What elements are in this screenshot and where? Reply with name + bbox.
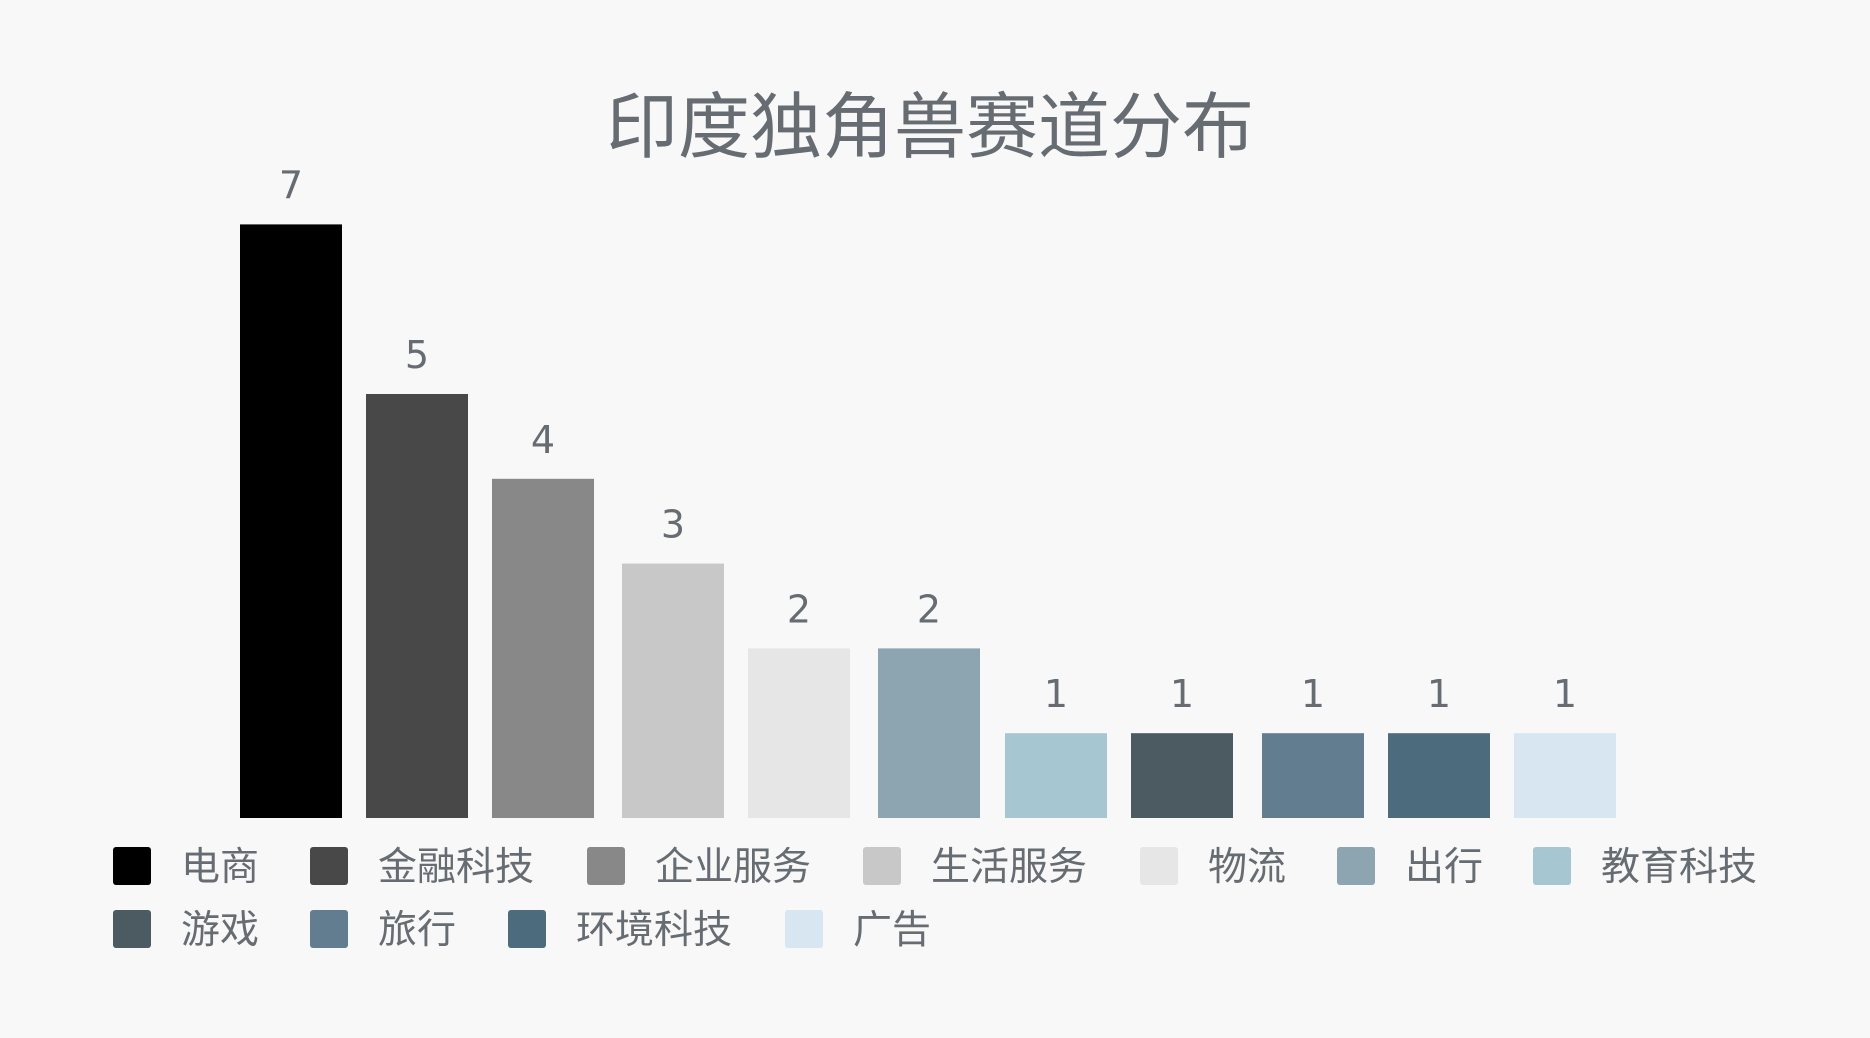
legend-swatch-6 [1337, 847, 1375, 885]
bar-2 [366, 394, 468, 818]
legend-swatch-10 [508, 910, 546, 948]
legend-item-4: 生活服务 [863, 845, 1087, 890]
bar-10 [1388, 733, 1490, 818]
chart-title: 印度独角兽赛道分布 [606, 85, 1254, 169]
legend-label-4: 生活服务 [931, 845, 1087, 890]
value-label-4: 3 [661, 503, 685, 547]
bar-3 [492, 478, 594, 818]
legend-label-11: 广告 [853, 908, 931, 953]
legend-label-1: 电商 [181, 845, 259, 890]
legend-item-9: 旅行 [310, 908, 456, 953]
legend-swatch-8 [113, 910, 151, 948]
legend-swatch-2 [310, 847, 348, 885]
bar-1 [240, 224, 342, 818]
legend-item-7: 教育科技 [1533, 845, 1757, 890]
value-label-8: 1 [1170, 672, 1194, 716]
value-label-9: 1 [1301, 672, 1325, 716]
bar-7 [1005, 733, 1107, 818]
legend-swatch-11 [785, 910, 823, 948]
legend-item-2: 金融科技 [310, 845, 534, 890]
bar-9 [1262, 733, 1364, 818]
legend-item-11: 广告 [785, 908, 931, 953]
legend-swatch-5 [1140, 847, 1178, 885]
value-label-5: 2 [787, 587, 811, 631]
bar-5 [748, 648, 850, 818]
legend-item-6: 出行 [1337, 845, 1483, 890]
legend-item-3: 企业服务 [587, 845, 811, 890]
legend-label-6: 出行 [1405, 845, 1483, 890]
value-label-10: 1 [1427, 672, 1451, 716]
legend-item-1: 电商 [113, 845, 259, 890]
value-label-1: 7 [279, 163, 303, 207]
bar-4 [622, 563, 724, 818]
value-labels-group: 7 5 4 3 2 2 1 1 1 1 1 [279, 163, 1577, 716]
legend-label-9: 旅行 [378, 908, 456, 953]
legend-swatch-1 [113, 847, 151, 885]
bar-6 [878, 648, 980, 818]
value-label-3: 4 [531, 418, 555, 462]
legend-label-2: 金融科技 [378, 845, 534, 890]
legend-label-7: 教育科技 [1601, 845, 1757, 890]
bar-11 [1514, 733, 1616, 818]
legend-item-8: 游戏 [113, 908, 259, 953]
value-label-11: 1 [1553, 672, 1577, 716]
legend-label-10: 环境科技 [576, 908, 732, 953]
legend-item-10: 环境科技 [508, 908, 732, 953]
bar-8 [1131, 733, 1233, 818]
legend-swatch-4 [863, 847, 901, 885]
legend-swatch-9 [310, 910, 348, 948]
legend-item-5: 物流 [1140, 845, 1286, 890]
legend-label-3: 企业服务 [655, 845, 811, 890]
legend-swatch-7 [1533, 847, 1571, 885]
legend-label-8: 游戏 [181, 908, 259, 953]
value-label-6: 2 [917, 587, 941, 631]
legend-swatch-3 [587, 847, 625, 885]
value-label-2: 5 [405, 333, 429, 377]
value-label-7: 1 [1044, 672, 1068, 716]
legend-label-5: 物流 [1208, 845, 1286, 890]
bars-group [240, 224, 1616, 818]
